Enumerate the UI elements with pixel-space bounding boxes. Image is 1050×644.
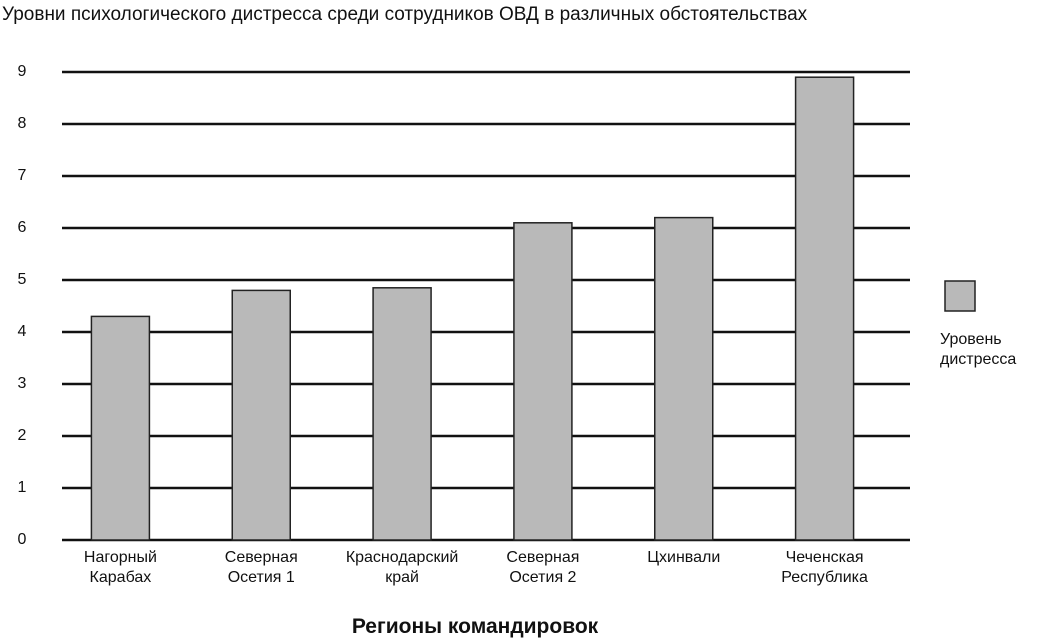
bar (654, 216, 714, 541)
bar (372, 287, 432, 541)
y-tick-label: 7 (18, 167, 27, 184)
y-tick-label: 2 (18, 427, 27, 444)
y-tick-label: 5 (18, 271, 27, 288)
x-tick-label: Северная Осетия 2 (506, 549, 580, 586)
x-tick-label: Краснодарский край (345, 549, 459, 586)
y-tick-label: 0 (18, 531, 27, 548)
legend-label: Уровень дистресса (940, 331, 1017, 368)
y-tick-label: 3 (18, 375, 27, 392)
y-tick-label: 1 (18, 479, 27, 496)
y-tick-label: 6 (18, 219, 27, 236)
bar (90, 315, 151, 541)
chart-title: Уровни психологического дистресса среди … (2, 4, 808, 25)
x-tick-label: Чеченская Республика (781, 549, 868, 586)
y-tick-label: 8 (18, 115, 27, 132)
x-tick-label: Нагорный Карабах (83, 549, 157, 586)
x-tick-label: Цхинвали (647, 549, 721, 566)
y-tick-label: 9 (18, 63, 27, 80)
legend-swatch (944, 280, 976, 312)
x-axis-title: Регионы командировок (351, 615, 599, 638)
y-tick-label: 4 (18, 323, 27, 340)
x-tick-label: Северная Осетия 1 (224, 549, 298, 586)
bar (513, 222, 573, 541)
bar (231, 289, 291, 541)
bar (794, 76, 855, 541)
